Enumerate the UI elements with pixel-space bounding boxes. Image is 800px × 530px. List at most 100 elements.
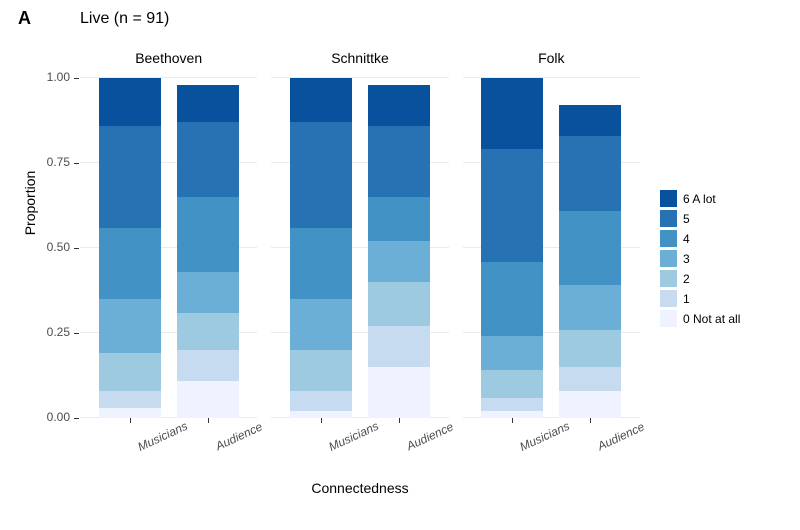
bar-segment [481, 262, 543, 337]
legend-key [660, 230, 677, 247]
x-tick-label: Audience [596, 419, 647, 453]
bar-stack [290, 78, 352, 418]
y-tick-label: 0.00 [32, 410, 70, 424]
bar-segment [368, 126, 430, 197]
legend-label: 1 [683, 292, 690, 306]
bar-segment [99, 391, 161, 408]
bar-segment [481, 336, 543, 370]
x-tick-mark [130, 418, 131, 423]
y-tick-label: 0.75 [32, 155, 70, 169]
panel-label: A [18, 8, 31, 29]
legend-row: 1 [660, 290, 740, 307]
legend-row: 2 [660, 270, 740, 287]
bar-segment [177, 313, 239, 350]
legend-label: 6 A lot [683, 192, 716, 206]
bar-stack [559, 78, 621, 418]
bar-segment [481, 78, 543, 149]
bar-segment [177, 381, 239, 418]
chart-title: Live (n = 91) [80, 10, 169, 28]
bar-segment [368, 326, 430, 367]
y-tick-mark [74, 163, 79, 164]
y-tick-label: 1.00 [32, 70, 70, 84]
bar-segment [559, 367, 621, 391]
bar-segment [99, 353, 161, 390]
facet-strip: Folk [463, 50, 640, 66]
x-tick-mark [512, 418, 513, 423]
bar-segment [99, 228, 161, 299]
bar-segment [290, 350, 352, 391]
facet-panel [271, 78, 448, 418]
bar-segment [290, 78, 352, 122]
bar-segment [481, 398, 543, 412]
legend-row: 6 A lot [660, 190, 740, 207]
legend-label: 3 [683, 252, 690, 266]
bar-segment [481, 370, 543, 397]
y-tick-mark [74, 333, 79, 334]
bar-segment [559, 136, 621, 211]
legend-key [660, 190, 677, 207]
legend-key [660, 290, 677, 307]
y-tick-mark [74, 418, 79, 419]
x-tick-mark [321, 418, 322, 423]
legend-key [660, 270, 677, 287]
bar-segment [559, 330, 621, 367]
bar-segment [368, 85, 430, 126]
bar-segment [177, 197, 239, 272]
bar-segment [481, 149, 543, 261]
facet-strip: Schnittke [271, 50, 448, 66]
legend-key [660, 210, 677, 227]
bar-stack [481, 78, 543, 418]
y-tick-label: 0.25 [32, 325, 70, 339]
bar-segment [559, 285, 621, 329]
x-tick-label: Musicians [135, 419, 189, 454]
y-tick-label: 0.50 [32, 240, 70, 254]
legend-label: 5 [683, 212, 690, 226]
legend-row: 3 [660, 250, 740, 267]
x-tick-label: Audience [213, 419, 264, 453]
legend-row: 5 [660, 210, 740, 227]
bar-stack [177, 78, 239, 418]
x-tick-mark [590, 418, 591, 423]
x-axis-title: Connectedness [80, 480, 640, 496]
bar-segment [290, 411, 352, 418]
bar-segment [177, 272, 239, 313]
bar-segment [481, 411, 543, 418]
x-tick-mark [208, 418, 209, 423]
x-tick-label: Audience [404, 419, 455, 453]
legend-key [660, 250, 677, 267]
bar-segment [99, 126, 161, 228]
legend-label: 2 [683, 272, 690, 286]
bar-segment [99, 78, 161, 126]
bar-stack [368, 78, 430, 418]
bar-segment [290, 122, 352, 227]
x-tick-label: Musicians [327, 419, 381, 454]
bar-segment [290, 391, 352, 411]
x-tick-mark [399, 418, 400, 423]
bar-stack [99, 78, 161, 418]
facet-panel [80, 78, 257, 418]
bar-segment [177, 85, 239, 122]
y-tick-mark [74, 78, 79, 79]
legend-label: 4 [683, 232, 690, 246]
bar-segment [559, 105, 621, 136]
y-axis-title: Proportion [22, 118, 38, 288]
x-tick-label: Musicians [518, 419, 572, 454]
facet-panel [463, 78, 640, 418]
bar-segment [559, 211, 621, 286]
legend-row: 4 [660, 230, 740, 247]
bar-segment [177, 122, 239, 197]
bar-segment [99, 299, 161, 353]
bar-segment [368, 282, 430, 326]
bar-segment [368, 367, 430, 418]
bar-segment [368, 241, 430, 282]
legend: 6 A lot 5 4 3 2 1 0 Not at all [660, 190, 740, 330]
bar-segment [290, 228, 352, 299]
legend-row: 0 Not at all [660, 310, 740, 327]
bar-segment [99, 408, 161, 418]
bar-segment [290, 299, 352, 350]
legend-key [660, 310, 677, 327]
y-tick-mark [74, 248, 79, 249]
facet-strip: Beethoven [80, 50, 257, 66]
bar-segment [368, 197, 430, 241]
legend-label: 0 Not at all [683, 312, 740, 326]
